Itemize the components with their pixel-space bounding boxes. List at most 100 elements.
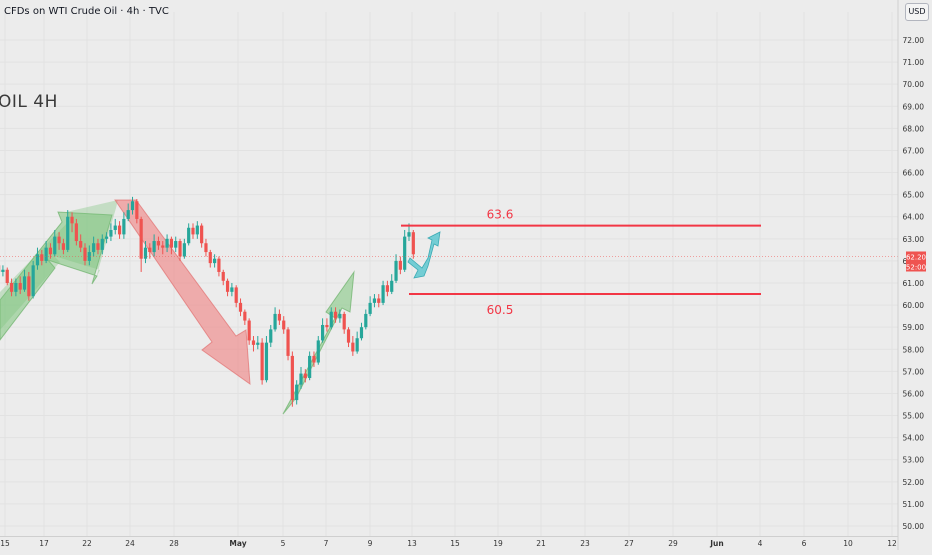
candle-body <box>109 230 112 237</box>
level-label: 63.6 <box>487 208 514 222</box>
x-tick-label: 19 <box>493 539 503 548</box>
candle-body <box>40 254 43 261</box>
candle-body <box>230 287 233 291</box>
y-tick-label: 54.00 <box>903 434 925 443</box>
candle-body <box>36 254 39 265</box>
red-arrow <box>115 200 250 384</box>
candle-body <box>144 248 147 259</box>
candle-body <box>364 314 367 327</box>
candle-body <box>27 276 30 296</box>
y-tick-label: 65.00 <box>903 191 925 200</box>
y-tick-label: 60.00 <box>903 301 925 310</box>
candle-body <box>334 312 337 319</box>
x-tick-label: Jun <box>709 539 723 548</box>
y-tick-label: 50.00 <box>903 522 925 531</box>
x-tick-label: 24 <box>125 539 135 548</box>
candle-body <box>140 219 143 259</box>
candle-body <box>66 217 69 250</box>
candle-body <box>377 298 380 302</box>
countdown-text: 52:00 <box>906 263 926 271</box>
y-tick-label: 72.00 <box>903 36 925 45</box>
y-tick-label: 56.00 <box>903 389 925 398</box>
symbol-watermark: OIL 4H <box>0 92 58 112</box>
x-tick-label: 17 <box>39 539 49 548</box>
candle-body <box>213 259 216 263</box>
candle-body <box>118 226 121 235</box>
candle-body <box>122 219 125 234</box>
candle-body <box>308 356 311 378</box>
y-tick-label: 57.00 <box>903 367 925 376</box>
candle-body <box>101 239 104 250</box>
candle-body <box>157 241 160 245</box>
candle-body <box>360 327 363 338</box>
candle-body <box>248 321 251 341</box>
candle-body <box>19 283 22 290</box>
candle-body <box>343 314 346 329</box>
candle-body <box>6 270 9 283</box>
candle-body <box>269 329 272 342</box>
y-tick-label: 59.00 <box>903 323 925 332</box>
symbol-title[interactable]: CFDs on WTI Crude Oil · 4h · TVC <box>4 6 169 17</box>
candle-body <box>49 248 52 255</box>
candle-body <box>10 283 13 292</box>
candle-body <box>381 285 384 303</box>
y-tick-label: 71.00 <box>903 58 925 67</box>
candle-body <box>286 329 289 356</box>
candle-body <box>373 298 376 302</box>
candle-body <box>394 261 397 281</box>
candle-body <box>135 201 138 219</box>
x-tick-label: 9 <box>368 539 373 548</box>
candle-body <box>131 201 134 210</box>
x-tick-label: 27 <box>624 539 634 548</box>
candle-body <box>235 287 238 302</box>
candle-body <box>70 217 73 224</box>
candle-body <box>165 239 168 248</box>
candle-body <box>23 276 26 289</box>
candle-body <box>32 265 35 296</box>
candle-body <box>265 343 268 381</box>
x-tick-label: 15 <box>450 539 460 548</box>
y-axis[interactable]: 50.0051.0052.0053.0054.0055.0056.0057.00… <box>898 0 926 550</box>
candle-body <box>114 226 117 230</box>
candle-body <box>273 314 276 329</box>
candle-body <box>127 210 130 219</box>
x-tick-label: 4 <box>758 539 763 548</box>
candle-body <box>321 325 324 340</box>
candle-body <box>386 285 389 292</box>
currency-button[interactable]: USD <box>905 3 929 21</box>
candle-body <box>148 248 151 252</box>
x-tick-label: 12 <box>887 539 897 548</box>
x-tick-label: May <box>229 539 246 548</box>
y-tick-label: 51.00 <box>903 500 925 509</box>
y-tick-label: 61.00 <box>903 279 925 288</box>
x-tick-label: 13 <box>407 539 417 548</box>
candle-body <box>256 343 259 345</box>
x-tick-label: 5 <box>281 539 286 548</box>
candle-body <box>53 237 56 255</box>
candle-body <box>261 343 264 381</box>
y-tick-label: 68.00 <box>903 124 925 133</box>
candle-body <box>412 232 415 254</box>
candle-body <box>79 241 82 248</box>
y-tick-label: 58.00 <box>903 345 925 354</box>
x-tick-label: 21 <box>536 539 546 548</box>
candle-body <box>243 312 246 321</box>
candle-body <box>161 245 164 247</box>
candle-body <box>170 239 173 248</box>
y-tick-label: 64.00 <box>903 213 925 222</box>
candle-body <box>407 232 410 236</box>
candle-body <box>282 321 285 330</box>
x-tick-label: 6 <box>802 539 807 548</box>
candle-body <box>226 281 229 292</box>
last-price-text: 62.20 <box>906 253 926 261</box>
y-tick-label: 67.00 <box>903 146 925 155</box>
candle-body <box>403 237 406 270</box>
candle-body <box>356 338 359 351</box>
x-tick-label: 15 <box>0 539 10 548</box>
x-tick-label: 22 <box>82 539 92 548</box>
candle-body <box>83 248 86 261</box>
candle-body <box>299 374 302 385</box>
